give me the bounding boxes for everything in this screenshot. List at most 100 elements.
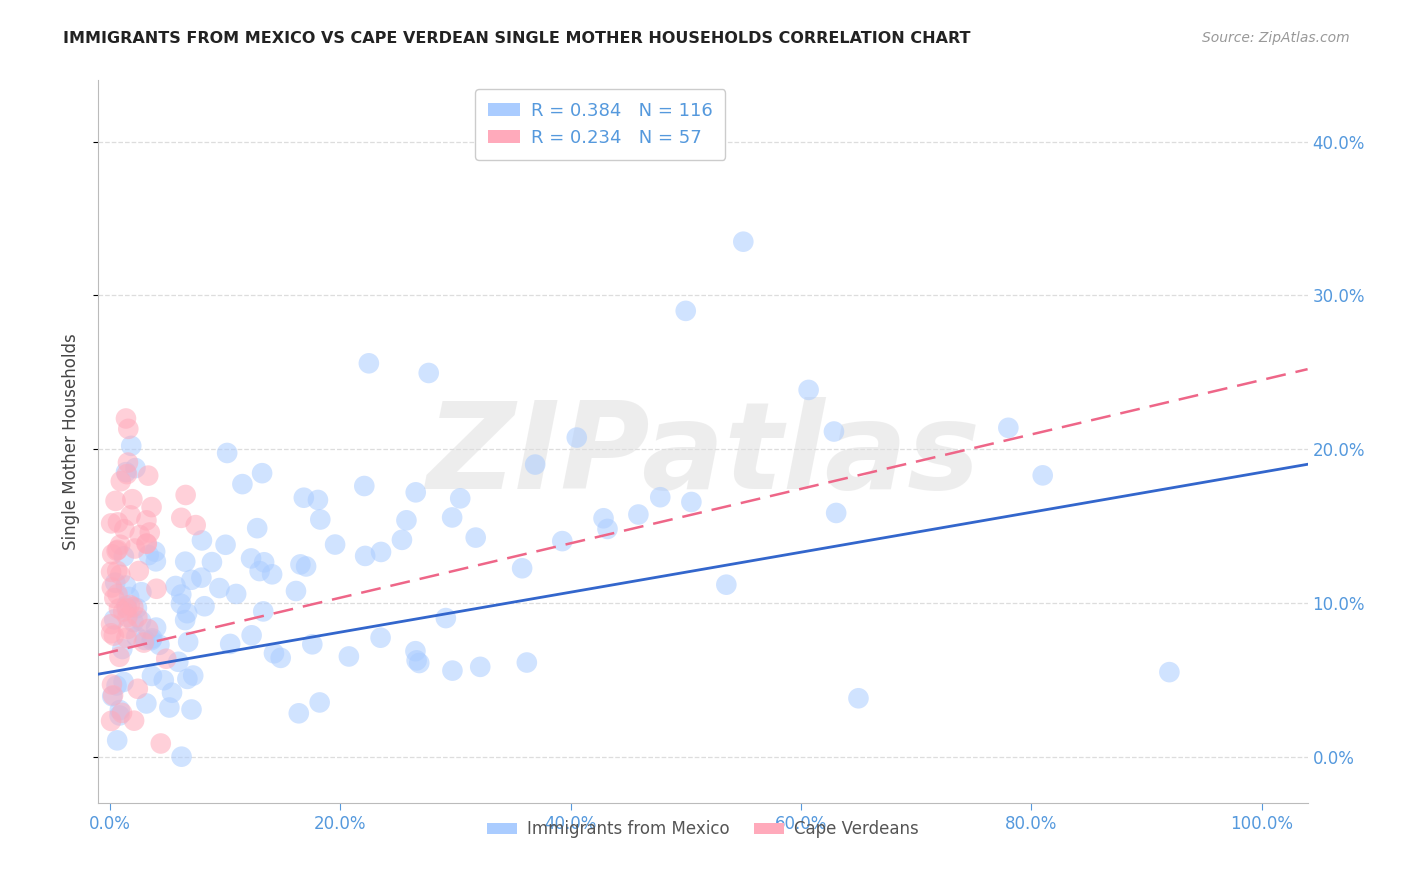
- Point: [108, 708, 131, 723]
- Point: [120, 508, 142, 523]
- Point: [112, 674, 135, 689]
- Point: [122, 600, 145, 615]
- Point: [117, 610, 139, 624]
- Point: [125, 630, 148, 644]
- Point: [128, 564, 150, 578]
- Point: [128, 528, 150, 542]
- Point: [127, 681, 149, 696]
- Point: [253, 555, 276, 569]
- Point: [441, 510, 464, 524]
- Point: [191, 533, 214, 548]
- Point: [122, 615, 145, 629]
- Point: [107, 516, 129, 530]
- Point: [108, 649, 131, 664]
- Y-axis label: Single Mother Households: Single Mother Households: [62, 334, 80, 549]
- Point: [262, 567, 284, 582]
- Point: [108, 601, 131, 615]
- Point: [592, 511, 614, 525]
- Point: [249, 564, 271, 578]
- Point: [208, 581, 231, 595]
- Point: [246, 521, 269, 535]
- Point: [997, 421, 1019, 435]
- Point: [219, 637, 242, 651]
- Point: [405, 485, 427, 500]
- Point: [170, 588, 193, 602]
- Legend: Immigrants from Mexico, Cape Verdeans: Immigrants from Mexico, Cape Verdeans: [479, 814, 927, 845]
- Point: [105, 679, 128, 693]
- Point: [290, 558, 312, 572]
- Point: [449, 491, 471, 506]
- Point: [716, 577, 738, 591]
- Point: [143, 544, 166, 558]
- Point: [408, 656, 430, 670]
- Point: [184, 518, 207, 533]
- Point: [100, 617, 122, 632]
- Point: [107, 542, 129, 557]
- Point: [681, 495, 703, 509]
- Text: ZIPatlas: ZIPatlas: [426, 398, 980, 515]
- Point: [155, 651, 177, 665]
- Point: [101, 547, 124, 561]
- Point: [131, 585, 153, 599]
- Point: [132, 635, 155, 649]
- Point: [112, 605, 135, 619]
- Point: [145, 582, 167, 596]
- Point: [124, 541, 146, 556]
- Point: [301, 637, 323, 651]
- Point: [225, 587, 247, 601]
- Point: [141, 669, 163, 683]
- Point: [129, 614, 152, 628]
- Point: [797, 383, 820, 397]
- Point: [292, 491, 315, 505]
- Point: [391, 533, 413, 547]
- Point: [354, 549, 377, 563]
- Point: [170, 511, 193, 525]
- Point: [231, 477, 253, 491]
- Text: IMMIGRANTS FROM MEXICO VS CAPE VERDEAN SINGLE MOTHER HOUSEHOLDS CORRELATION CHAR: IMMIGRANTS FROM MEXICO VS CAPE VERDEAN S…: [63, 31, 970, 46]
- Point: [650, 490, 672, 504]
- Point: [176, 672, 198, 686]
- Point: [118, 598, 141, 612]
- Point: [405, 653, 427, 667]
- Point: [136, 468, 159, 483]
- Point: [353, 479, 375, 493]
- Point: [117, 456, 139, 470]
- Point: [418, 366, 440, 380]
- Point: [105, 564, 128, 578]
- Point: [100, 626, 122, 640]
- Point: [101, 677, 124, 691]
- Point: [115, 465, 138, 479]
- Point: [101, 689, 124, 703]
- Point: [308, 696, 330, 710]
- Point: [141, 632, 163, 646]
- Point: [134, 633, 156, 648]
- Point: [103, 591, 125, 605]
- Point: [848, 691, 870, 706]
- Point: [149, 737, 172, 751]
- Point: [138, 548, 160, 562]
- Point: [127, 610, 149, 624]
- Point: [141, 633, 163, 648]
- Point: [160, 686, 183, 700]
- Point: [733, 235, 755, 249]
- Point: [105, 733, 128, 747]
- Point: [516, 656, 538, 670]
- Point: [270, 651, 292, 665]
- Point: [627, 508, 650, 522]
- Point: [115, 599, 138, 613]
- Point: [110, 567, 132, 582]
- Point: [117, 422, 139, 436]
- Point: [825, 506, 848, 520]
- Point: [370, 545, 392, 559]
- Point: [115, 467, 138, 482]
- Point: [174, 555, 197, 569]
- Point: [193, 599, 215, 614]
- Point: [565, 431, 588, 445]
- Point: [139, 525, 162, 540]
- Point: [357, 356, 380, 370]
- Point: [524, 458, 547, 472]
- Point: [107, 587, 129, 601]
- Point: [148, 638, 170, 652]
- Point: [135, 513, 157, 527]
- Point: [101, 690, 124, 704]
